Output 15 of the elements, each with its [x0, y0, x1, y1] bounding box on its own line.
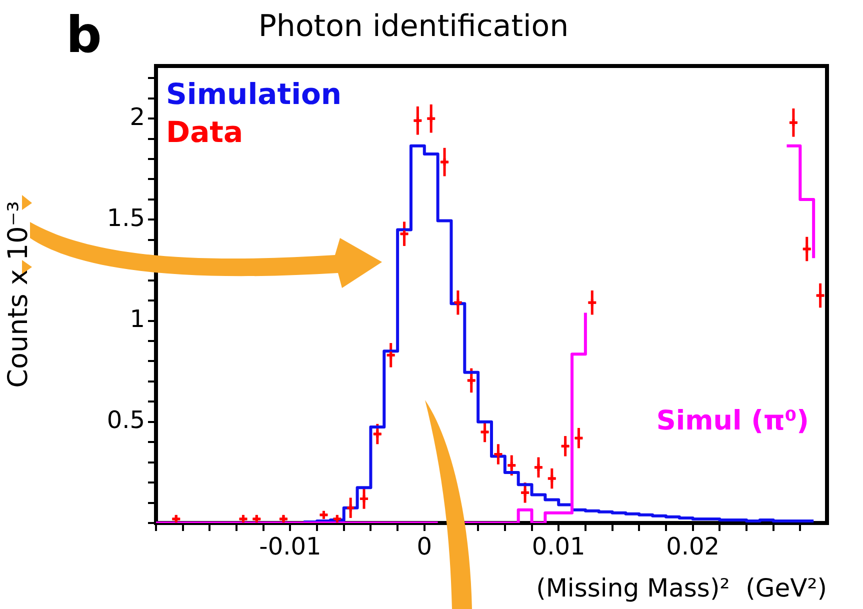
- y-tick-label: 1.5: [106, 204, 145, 232]
- x-tick-label: 0.02: [666, 532, 720, 561]
- x-tick-label: 0.01: [532, 532, 586, 561]
- y-axis-title: Counts x 10⁻³: [3, 201, 34, 388]
- x-axis-title: (Missing Mass)² (GeV²): [536, 574, 827, 602]
- x-tick-label: -0.01: [259, 532, 322, 561]
- text: Data: [166, 115, 244, 150]
- annotation: Simul (π⁰): [656, 405, 809, 436]
- y-tick-label: 1: [130, 305, 145, 334]
- chart-title: Photon identification: [258, 8, 569, 44]
- text: Simulation: [166, 77, 342, 112]
- text: b: [66, 6, 102, 64]
- y-tick-label: 0.5: [106, 406, 145, 434]
- x-tick-label: 0: [416, 532, 432, 561]
- y-tick-label: 2: [130, 102, 145, 131]
